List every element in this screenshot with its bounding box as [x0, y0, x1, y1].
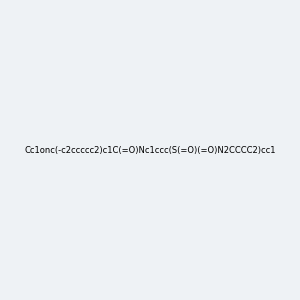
Text: Cc1onc(-c2ccccc2)c1C(=O)Nc1ccc(S(=O)(=O)N2CCCC2)cc1: Cc1onc(-c2ccccc2)c1C(=O)Nc1ccc(S(=O)(=O)… [24, 146, 276, 154]
